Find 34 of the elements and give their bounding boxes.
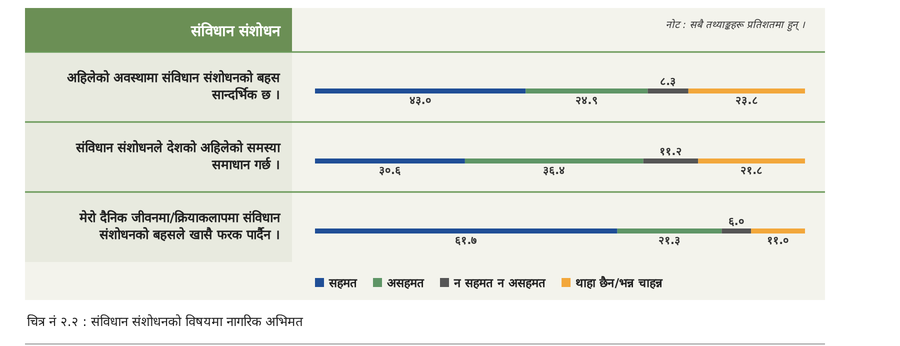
- bar: [617, 228, 722, 234]
- data-label: ४३.०: [409, 94, 432, 107]
- bar: [688, 88, 805, 94]
- legend-label: सहमत: [328, 276, 358, 290]
- data-label: २१.८: [740, 164, 763, 177]
- bar: [643, 158, 698, 164]
- bar: [751, 228, 805, 234]
- bar: [722, 228, 752, 234]
- data-label: २३.८: [736, 94, 758, 107]
- legend-label: थाहा छैन/भन्न चाहन्न: [576, 276, 664, 290]
- y-tick-label: मेरो दैनिक जीवनमा/क्रियाकलापमा संविधान संशोधनको बहसले खासै फरक पार्दैन ।: [78, 210, 280, 244]
- bar: [526, 88, 648, 94]
- data-label: २१.३: [658, 234, 681, 247]
- text: नोट : सबै तथ्याङ्कहरू प्रतिशतमा हुन् ।: [666, 19, 806, 32]
- data-label: ८.३: [660, 75, 676, 88]
- bar: [698, 158, 805, 164]
- data-label: ११.०: [766, 234, 790, 247]
- bar: [464, 158, 644, 164]
- legend-label: असहमत: [387, 276, 425, 290]
- bar: [648, 88, 688, 94]
- y-tick-label: अहिलेको अवस्थामा संविधान संशोधनको बहस सान्दर्भिक छ ।: [66, 70, 280, 104]
- data-label: ६१.७: [455, 234, 478, 247]
- bar: [315, 228, 618, 234]
- bar: [315, 88, 526, 94]
- data-label: २४.९: [576, 94, 598, 107]
- data-label: ३०.६: [378, 164, 402, 177]
- data-label: ६.०: [728, 215, 744, 228]
- text: चित्र नं २.२ : संविधान संशोधनको विषयमा नागरिक अभिमत: [27, 314, 304, 330]
- data-label: ३६.४: [543, 164, 566, 177]
- y-tick-label: संविधान संशोधनले देशको अहिलेको समस्या समाधान गर्छ ।: [74, 140, 280, 174]
- chart-title: संविधान संशोधन: [190, 22, 281, 40]
- bar: [315, 158, 465, 164]
- legend-label: न सहमत न असहमत: [453, 276, 547, 290]
- data-label: ११.२: [660, 145, 682, 158]
